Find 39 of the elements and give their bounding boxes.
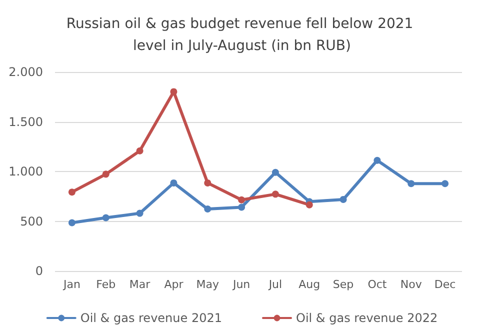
x-tick-label: May (196, 278, 220, 291)
x-tick-label: Jun (232, 278, 250, 291)
x-tick-label: Jul (268, 278, 282, 291)
point (238, 196, 246, 204)
x-tick-label: Mar (129, 278, 151, 291)
x-tick-label: Sep (332, 278, 354, 291)
x-tick-label: Dec (434, 278, 456, 291)
legend-label: Oil & gas revenue 2022 (296, 311, 438, 325)
legend-label: Oil & gas revenue 2021 (80, 311, 222, 325)
point (204, 179, 212, 186)
y-tick-label: 0 (35, 264, 43, 278)
point (102, 214, 110, 222)
point (442, 180, 449, 188)
point (204, 206, 212, 213)
y-tick-label: 2.000 (8, 65, 43, 79)
point (68, 219, 76, 226)
point (340, 196, 347, 203)
point (170, 179, 178, 186)
x-tick-label: Jan (62, 278, 80, 291)
point (68, 188, 76, 196)
point (170, 88, 178, 96)
x-tick-label: Nov (400, 278, 422, 291)
y-tick-label: 1.500 (8, 114, 43, 129)
point (238, 204, 246, 211)
point (272, 190, 279, 198)
point (272, 168, 279, 176)
point (136, 147, 144, 154)
point (408, 180, 415, 188)
x-tick-label: Aug (298, 278, 320, 291)
point (374, 156, 381, 164)
x-tick-label: Feb (96, 278, 116, 291)
y-tick-label: 500 (20, 214, 43, 228)
point (306, 201, 313, 208)
x-tick-label: Oct (368, 278, 388, 291)
y-tick-label: 1.000 (8, 164, 43, 178)
point (102, 170, 110, 178)
chart-title: Russian oil & gas budget revenue fell below 2021 level in July-August (in bn RUB) (66, 16, 418, 54)
point (136, 210, 144, 217)
x-tick-label: Apr (164, 278, 184, 291)
